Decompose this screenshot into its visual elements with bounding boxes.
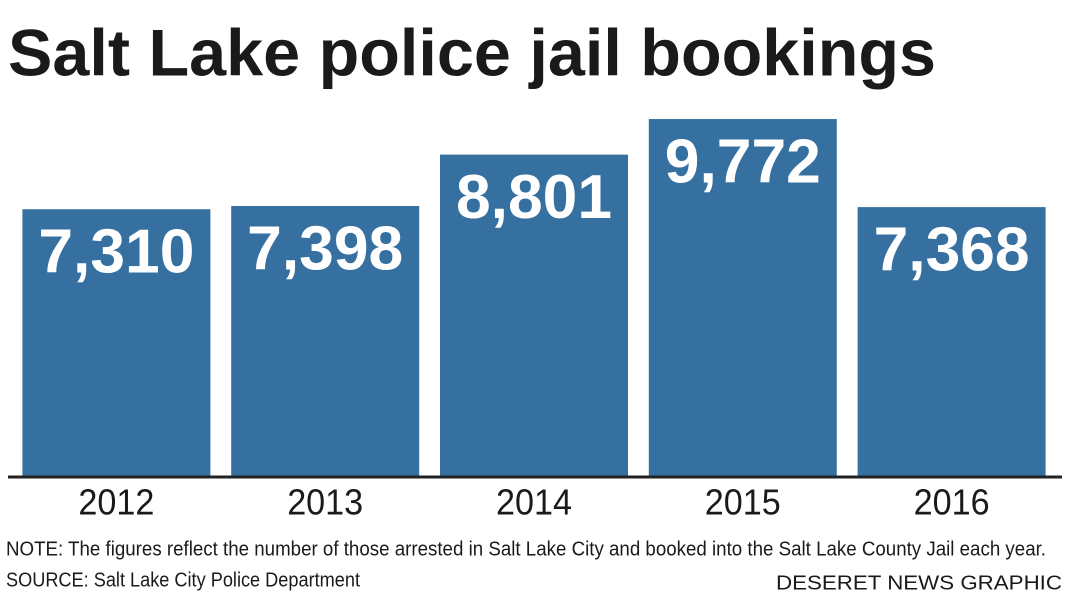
- x-tick-label: 2016: [914, 482, 990, 523]
- x-tick-label: 2014: [496, 482, 572, 523]
- bar: [440, 154, 628, 477]
- value-label: 8,801: [456, 163, 612, 232]
- x-tick-label: 2013: [287, 482, 363, 523]
- x-tick-label: 2012: [78, 482, 154, 523]
- value-label: 9,772: [665, 127, 821, 196]
- chart-title: Salt Lake police jail bookings: [8, 15, 936, 89]
- value-label: 7,368: [874, 215, 1030, 284]
- credit: DESERET NEWS GRAPHIC: [776, 572, 1062, 594]
- bar: [648, 119, 837, 478]
- bar: [22, 209, 211, 478]
- value-label: 7,398: [247, 214, 403, 283]
- note: NOTE: The figures reflect the number of …: [6, 538, 1046, 560]
- source: SOURCE: Salt Lake City Police Department: [6, 569, 360, 591]
- x-tick-label: 2015: [705, 482, 781, 523]
- value-label: 7,310: [38, 218, 194, 287]
- bar: [231, 206, 420, 477]
- bar: [857, 207, 1046, 477]
